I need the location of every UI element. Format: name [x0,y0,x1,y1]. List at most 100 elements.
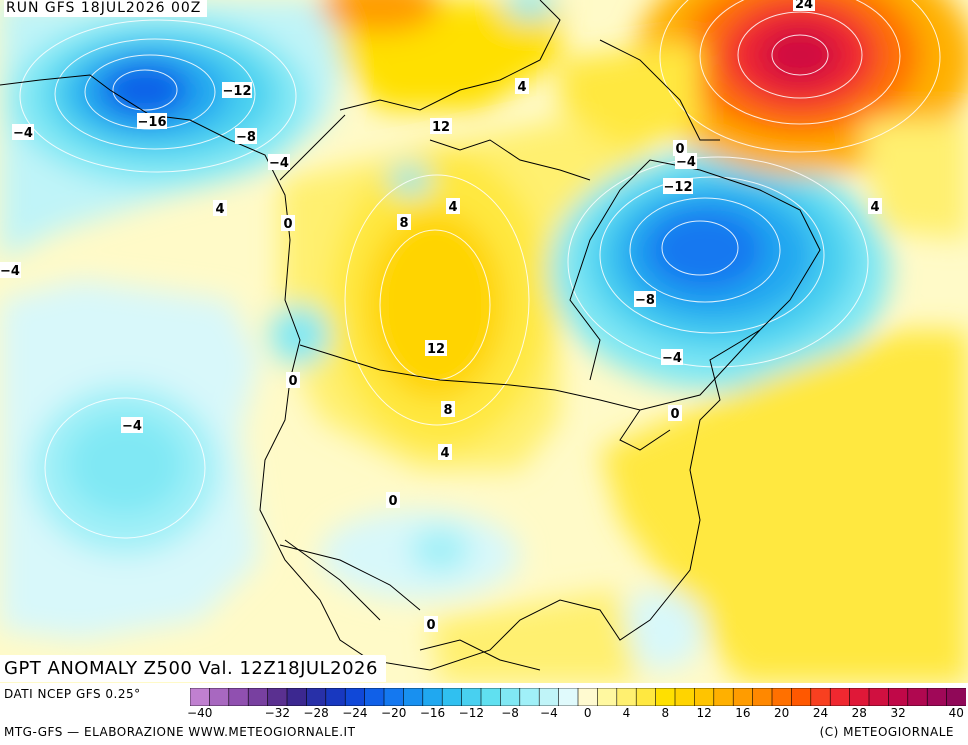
footer: DATI NCEP GFS 0.25° −40 −32 −28 −24 −20 −16 −1… [0,683,968,745]
contour-label-bg [430,118,452,134]
color-scale-tick: −8 [501,706,519,720]
contour-label: 4 [448,200,457,215]
color-scale-swatch [441,688,463,706]
color-scale-swatch [306,688,327,706]
contour-labels: −12−16−8−4−4−440124812840−4000−4−12−8−40… [0,0,882,633]
color-scale-tick: 20 [774,706,790,720]
color-scale-tick: 0 [583,706,592,720]
contour-label-bg [634,291,656,307]
color-scale-tick: −20 [381,706,407,720]
color-scale-swatch [325,688,347,706]
contour-label-bg [222,82,252,98]
contour-label-bg [386,492,400,508]
color-scale-swatch [888,688,909,706]
contour-label: 0 [670,407,679,422]
color-scale-swatch [500,688,521,706]
color-scale-tick: 28 [851,706,867,720]
contour-label-bg [397,214,411,230]
color-scale-swatch [247,688,269,706]
contour-label-bg [235,128,257,144]
color-scale-swatch [713,688,734,706]
contour-label-bg [868,198,882,214]
color-scale-swatch [558,688,579,706]
color-scale-swatch [480,688,502,706]
color-scale-swatch [829,688,851,706]
contour-label: 8 [443,403,452,418]
color-scale-bar [190,688,966,706]
color-scale-swatch [907,688,928,706]
contour-label: 4 [215,202,224,217]
color-scale-swatch [674,688,696,706]
contour-label: 0 [675,142,684,157]
contour-label: −4 [13,126,33,141]
contour-label: 12 [427,342,445,357]
color-scale-tick: −28 [303,706,329,720]
color-scale-swatch [810,688,831,706]
contour-label-bg [663,178,693,194]
color-scale-swatch [461,688,482,706]
color-scale-swatch [364,688,385,706]
contour-label-bg [281,215,295,231]
contour-label: −4 [676,155,696,170]
contour-label: −8 [635,293,655,308]
color-scale-swatch [538,688,560,706]
color-scale-tick: 40 [948,706,964,720]
color-scale-swatch [286,688,308,706]
color-scale-swatch [694,688,715,706]
contour-label-bg [0,262,21,278]
color-scale-swatch [732,688,754,706]
color-scale-swatch [344,688,366,706]
color-scale-tick: 16 [735,706,751,720]
contour-label: 0 [288,374,297,389]
color-scale-tick: −32 [264,706,290,720]
contour-label: −12 [223,84,252,99]
contour-label: −4 [0,264,20,279]
contour-label: 0 [388,494,397,509]
anomaly-field [0,0,968,683]
contour-label: 8 [399,216,408,231]
color-scale-tick: 24 [812,706,829,720]
credit-right: (C) METEOGIORNALE [819,725,954,739]
color-scale-swatch [946,688,966,706]
color-scale-swatch [597,688,618,706]
color-scale-swatch [791,688,812,706]
color-scale-swatch [422,688,444,706]
color-scale-swatch [635,688,657,706]
contour-label-bg [121,417,143,433]
contour-label: −12 [664,180,693,195]
contour-label-bg [673,140,687,156]
contour-label: −8 [236,130,256,145]
contour-lines [19,0,941,539]
contour-label: −16 [138,115,167,130]
color-scale-swatch [228,688,249,706]
color-scale-labels: −40 −32 −28 −24 −20 −16 −12 −8 −4 0 4 8 12 16 20 24 28 32… [187,706,966,722]
map-title: GPT ANOMALY Z500 Val. 12Z18JUL2026 [0,655,386,682]
color-scale-swatch [190,688,211,706]
color-scale-swatch [209,688,230,706]
color-scale-tick: 4 [622,706,631,720]
contour-label-bg [661,349,683,365]
contour-label-bg [425,340,447,356]
contour-label-bg [137,113,167,129]
data-source: DATI NCEP GFS 0.25° [4,687,141,701]
color-scale-swatch [752,688,773,706]
color-scale-tick: −16 [419,706,446,720]
contour-label-bg [438,444,452,460]
color-scale-swatch [577,688,599,706]
contour-label: −4 [269,156,289,171]
contour-label-bg [213,200,227,216]
color-scale-tick: −40 [187,706,213,720]
contour-label-bg [668,405,682,421]
color-scale-swatch [868,688,890,706]
contour-label-bg [793,0,815,11]
contour-label: 0 [426,618,435,633]
contour-label-bg [268,154,290,170]
contour-label-bg [424,616,438,632]
color-scale-swatch [771,688,793,706]
color-scale-tick: −12 [458,706,484,720]
color-scale-tick: −24 [342,706,368,720]
color-scale-swatch [403,688,424,706]
anomaly-map: −12 −16 −8 −4 −4 −4 4 0 12 4 8 12 8 4 0 −4 0 0 0 −4 −12 −8 −4 0… [0,0,968,683]
color-scale-swatch [383,688,405,706]
credit-left: MTG-GFS — ELABORAZIONE WWW.METEOGIORNALE… [4,725,356,739]
